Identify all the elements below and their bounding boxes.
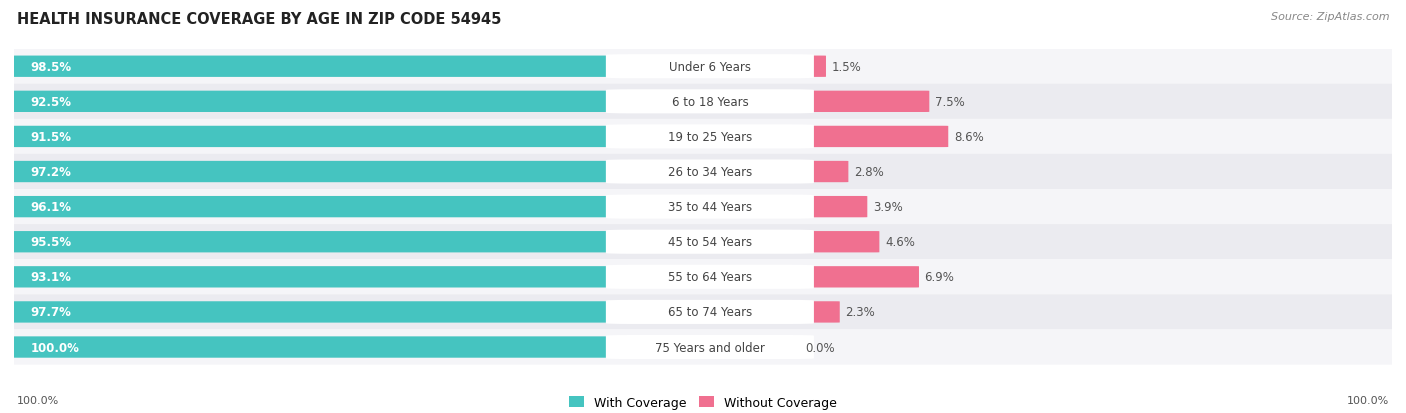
Text: 3.9%: 3.9%: [873, 201, 903, 214]
Text: 4.6%: 4.6%: [884, 236, 915, 249]
Text: 91.5%: 91.5%: [31, 131, 72, 144]
Text: 0.0%: 0.0%: [806, 341, 835, 354]
FancyBboxPatch shape: [606, 265, 814, 289]
FancyBboxPatch shape: [11, 161, 692, 183]
Text: 6.9%: 6.9%: [925, 271, 955, 284]
FancyBboxPatch shape: [10, 154, 1396, 190]
FancyBboxPatch shape: [606, 125, 814, 149]
Text: 100.0%: 100.0%: [17, 395, 59, 405]
Text: 26 to 34 Years: 26 to 34 Years: [668, 166, 752, 178]
FancyBboxPatch shape: [11, 57, 702, 78]
FancyBboxPatch shape: [10, 259, 1396, 295]
Text: 92.5%: 92.5%: [31, 95, 72, 109]
FancyBboxPatch shape: [606, 300, 814, 324]
FancyBboxPatch shape: [10, 225, 1396, 260]
Text: 45 to 54 Years: 45 to 54 Years: [668, 236, 752, 249]
FancyBboxPatch shape: [11, 197, 685, 218]
Text: 75 Years and older: 75 Years and older: [655, 341, 765, 354]
FancyBboxPatch shape: [11, 91, 659, 113]
FancyBboxPatch shape: [789, 197, 868, 218]
Text: 95.5%: 95.5%: [31, 236, 72, 249]
Text: Source: ZipAtlas.com: Source: ZipAtlas.com: [1271, 12, 1389, 22]
FancyBboxPatch shape: [789, 232, 879, 253]
FancyBboxPatch shape: [606, 195, 814, 219]
FancyBboxPatch shape: [11, 266, 664, 288]
FancyBboxPatch shape: [10, 330, 1396, 365]
Text: 7.5%: 7.5%: [935, 95, 965, 109]
FancyBboxPatch shape: [10, 190, 1396, 225]
FancyBboxPatch shape: [11, 126, 652, 148]
FancyBboxPatch shape: [10, 85, 1396, 120]
Text: 2.3%: 2.3%: [845, 306, 875, 319]
Text: 2.8%: 2.8%: [853, 166, 883, 178]
FancyBboxPatch shape: [789, 161, 848, 183]
Text: HEALTH INSURANCE COVERAGE BY AGE IN ZIP CODE 54945: HEALTH INSURANCE COVERAGE BY AGE IN ZIP …: [17, 12, 502, 27]
FancyBboxPatch shape: [606, 55, 814, 79]
Text: 8.6%: 8.6%: [953, 131, 984, 144]
FancyBboxPatch shape: [606, 230, 814, 254]
Text: 6 to 18 Years: 6 to 18 Years: [672, 95, 748, 109]
FancyBboxPatch shape: [789, 126, 948, 148]
FancyBboxPatch shape: [789, 266, 920, 288]
Text: 93.1%: 93.1%: [31, 271, 72, 284]
Text: 97.2%: 97.2%: [31, 166, 72, 178]
FancyBboxPatch shape: [10, 294, 1396, 330]
Text: 55 to 64 Years: 55 to 64 Years: [668, 271, 752, 284]
Text: 35 to 44 Years: 35 to 44 Years: [668, 201, 752, 214]
Text: 100.0%: 100.0%: [31, 341, 80, 354]
Text: 65 to 74 Years: 65 to 74 Years: [668, 306, 752, 319]
Text: 98.5%: 98.5%: [31, 61, 72, 74]
FancyBboxPatch shape: [10, 50, 1396, 85]
FancyBboxPatch shape: [11, 301, 696, 323]
FancyBboxPatch shape: [11, 232, 681, 253]
Text: 100.0%: 100.0%: [1347, 395, 1389, 405]
FancyBboxPatch shape: [11, 337, 711, 358]
Legend: With Coverage, Without Coverage: With Coverage, Without Coverage: [564, 391, 842, 413]
Text: 19 to 25 Years: 19 to 25 Years: [668, 131, 752, 144]
FancyBboxPatch shape: [606, 335, 814, 359]
Text: 96.1%: 96.1%: [31, 201, 72, 214]
FancyBboxPatch shape: [10, 119, 1396, 155]
Text: 1.5%: 1.5%: [831, 61, 862, 74]
Text: 97.7%: 97.7%: [31, 306, 72, 319]
FancyBboxPatch shape: [606, 160, 814, 184]
FancyBboxPatch shape: [606, 90, 814, 114]
FancyBboxPatch shape: [789, 91, 929, 113]
Text: Under 6 Years: Under 6 Years: [669, 61, 751, 74]
FancyBboxPatch shape: [789, 301, 839, 323]
FancyBboxPatch shape: [789, 57, 825, 78]
